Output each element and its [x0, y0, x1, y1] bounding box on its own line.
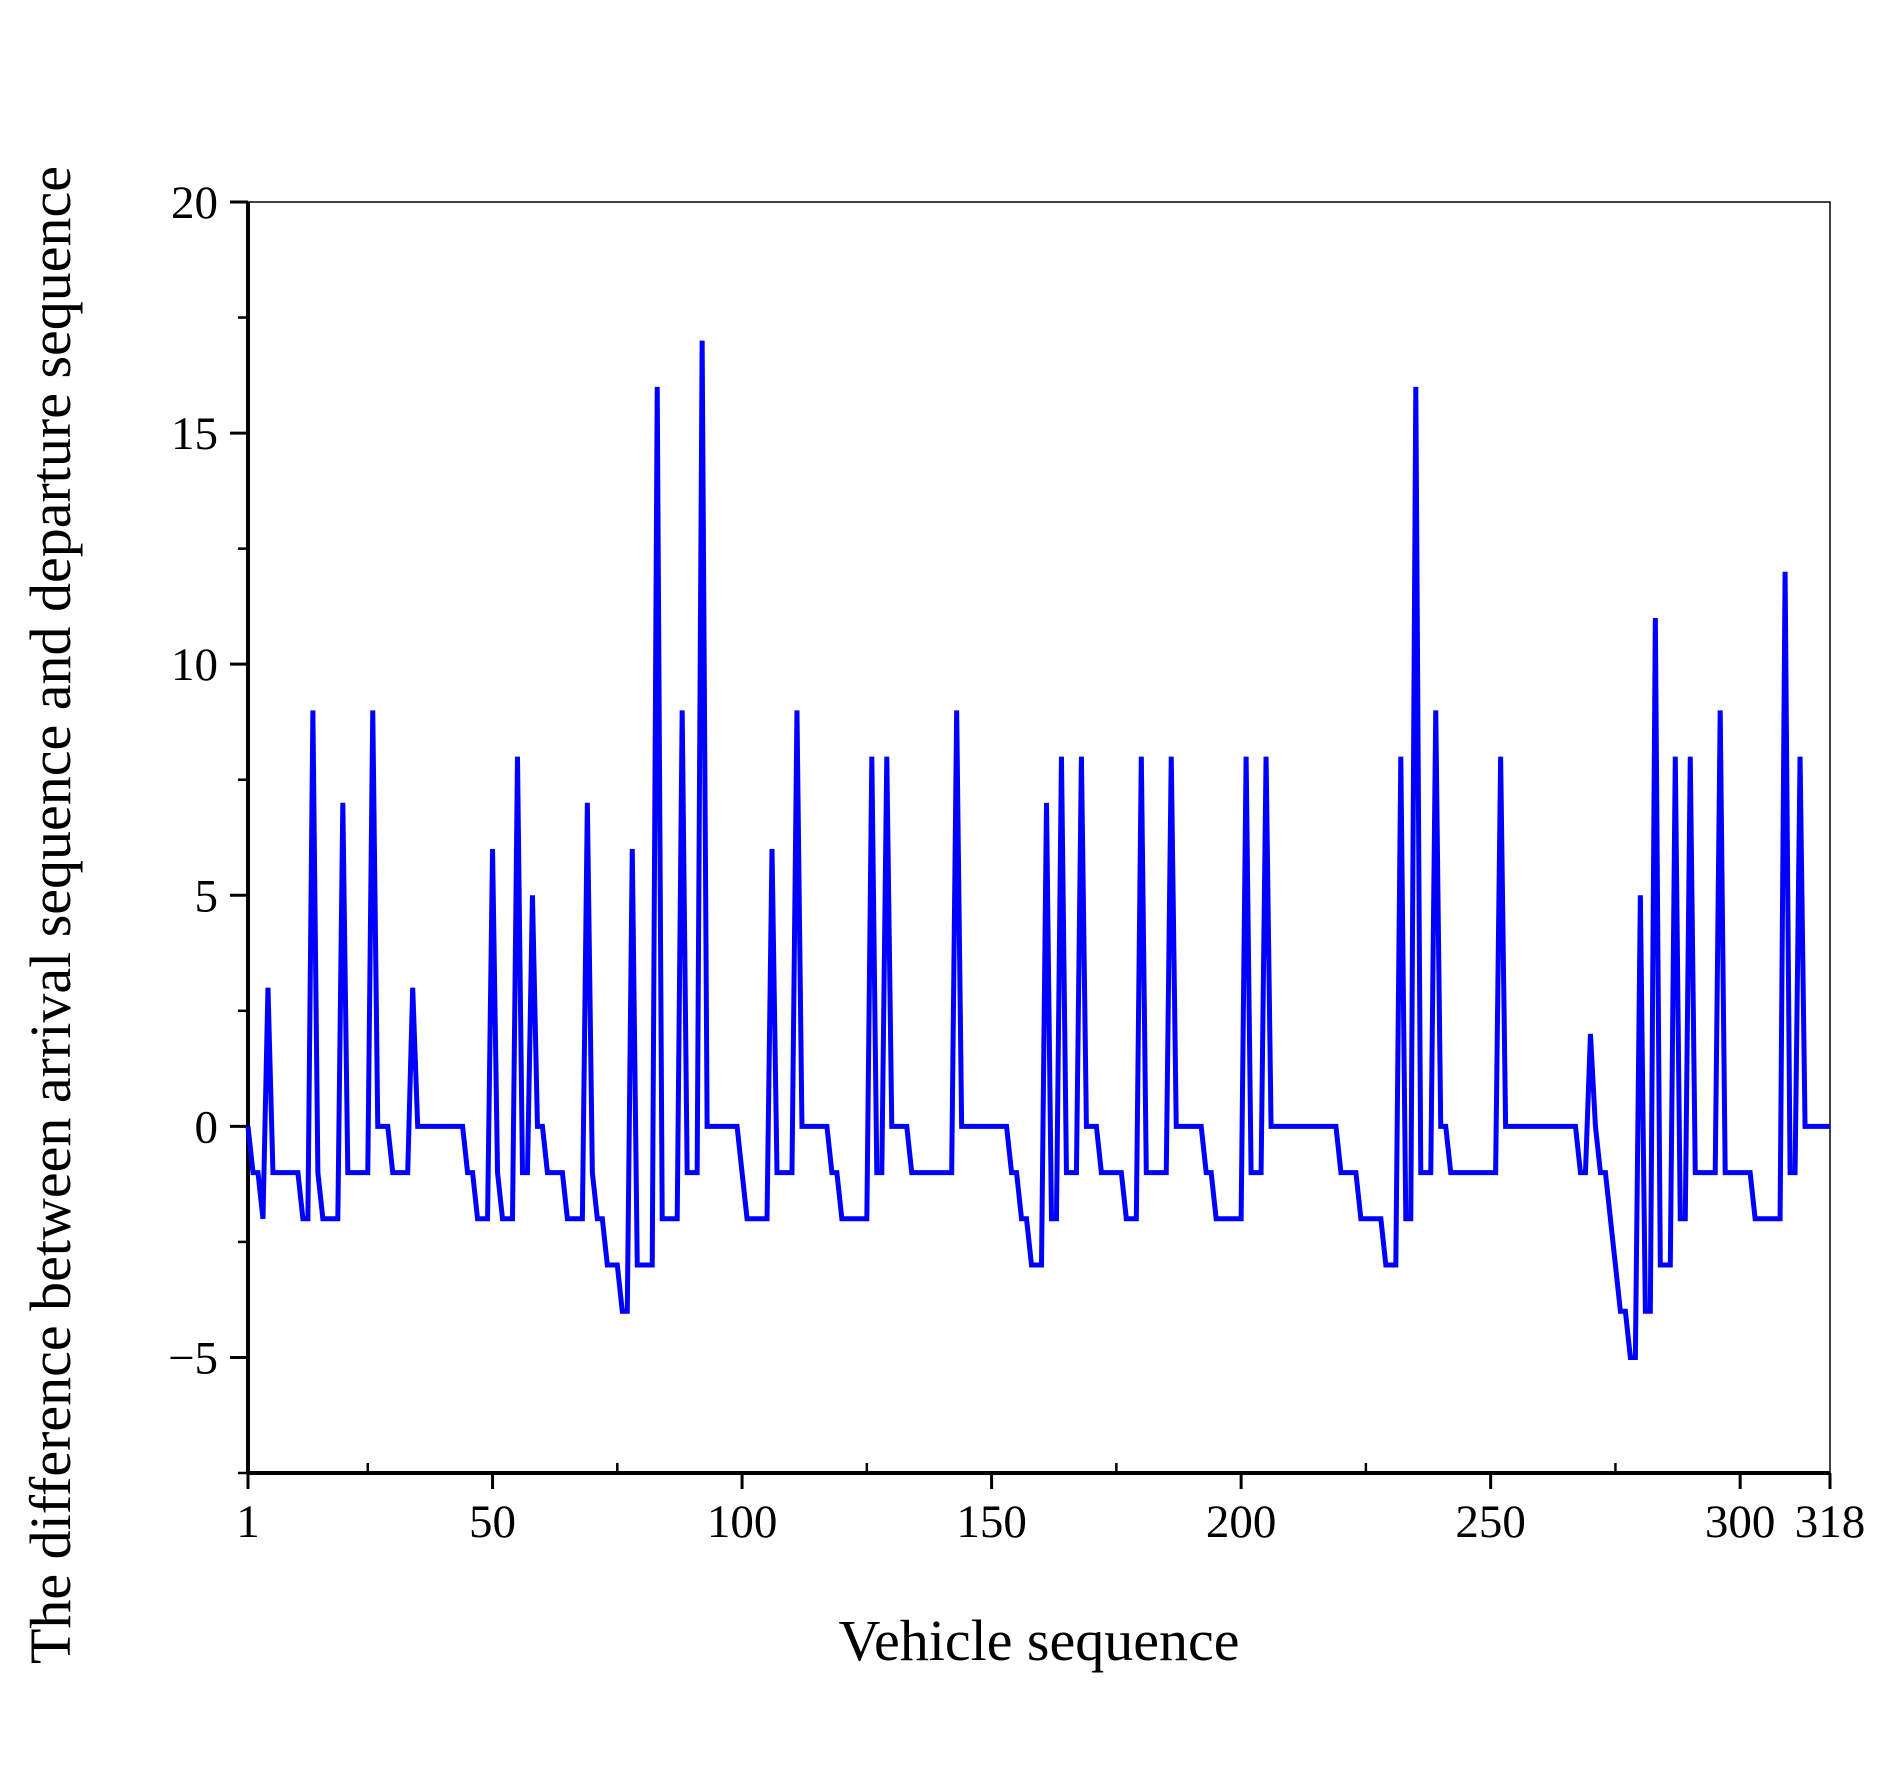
- x-tick-label: 318: [1795, 1496, 1866, 1548]
- plot-frame: [247, 201, 1831, 1474]
- x-tick-label: 1: [236, 1496, 260, 1548]
- x-tick-label: 200: [1206, 1496, 1277, 1548]
- x-tick-label: 150: [956, 1496, 1027, 1548]
- y-tick-label: 10: [171, 639, 218, 691]
- y-tick-label: 0: [195, 1101, 219, 1153]
- data-line: [245, 340, 1830, 1360]
- x-tick-label: 300: [1705, 1496, 1776, 1548]
- y-tick-label: −5: [168, 1332, 218, 1384]
- y-tick-label: 20: [171, 177, 218, 229]
- x-tick-label: 250: [1455, 1496, 1526, 1548]
- y-axis-label: The difference between arrival sequence …: [18, 166, 83, 1664]
- y-tick-label: 15: [171, 408, 218, 460]
- x-tick-label: 50: [469, 1496, 516, 1548]
- y-tick-label: 5: [195, 870, 219, 922]
- x-axis-label: Vehicle sequence: [839, 1608, 1240, 1673]
- x-tick-label: 100: [707, 1496, 778, 1548]
